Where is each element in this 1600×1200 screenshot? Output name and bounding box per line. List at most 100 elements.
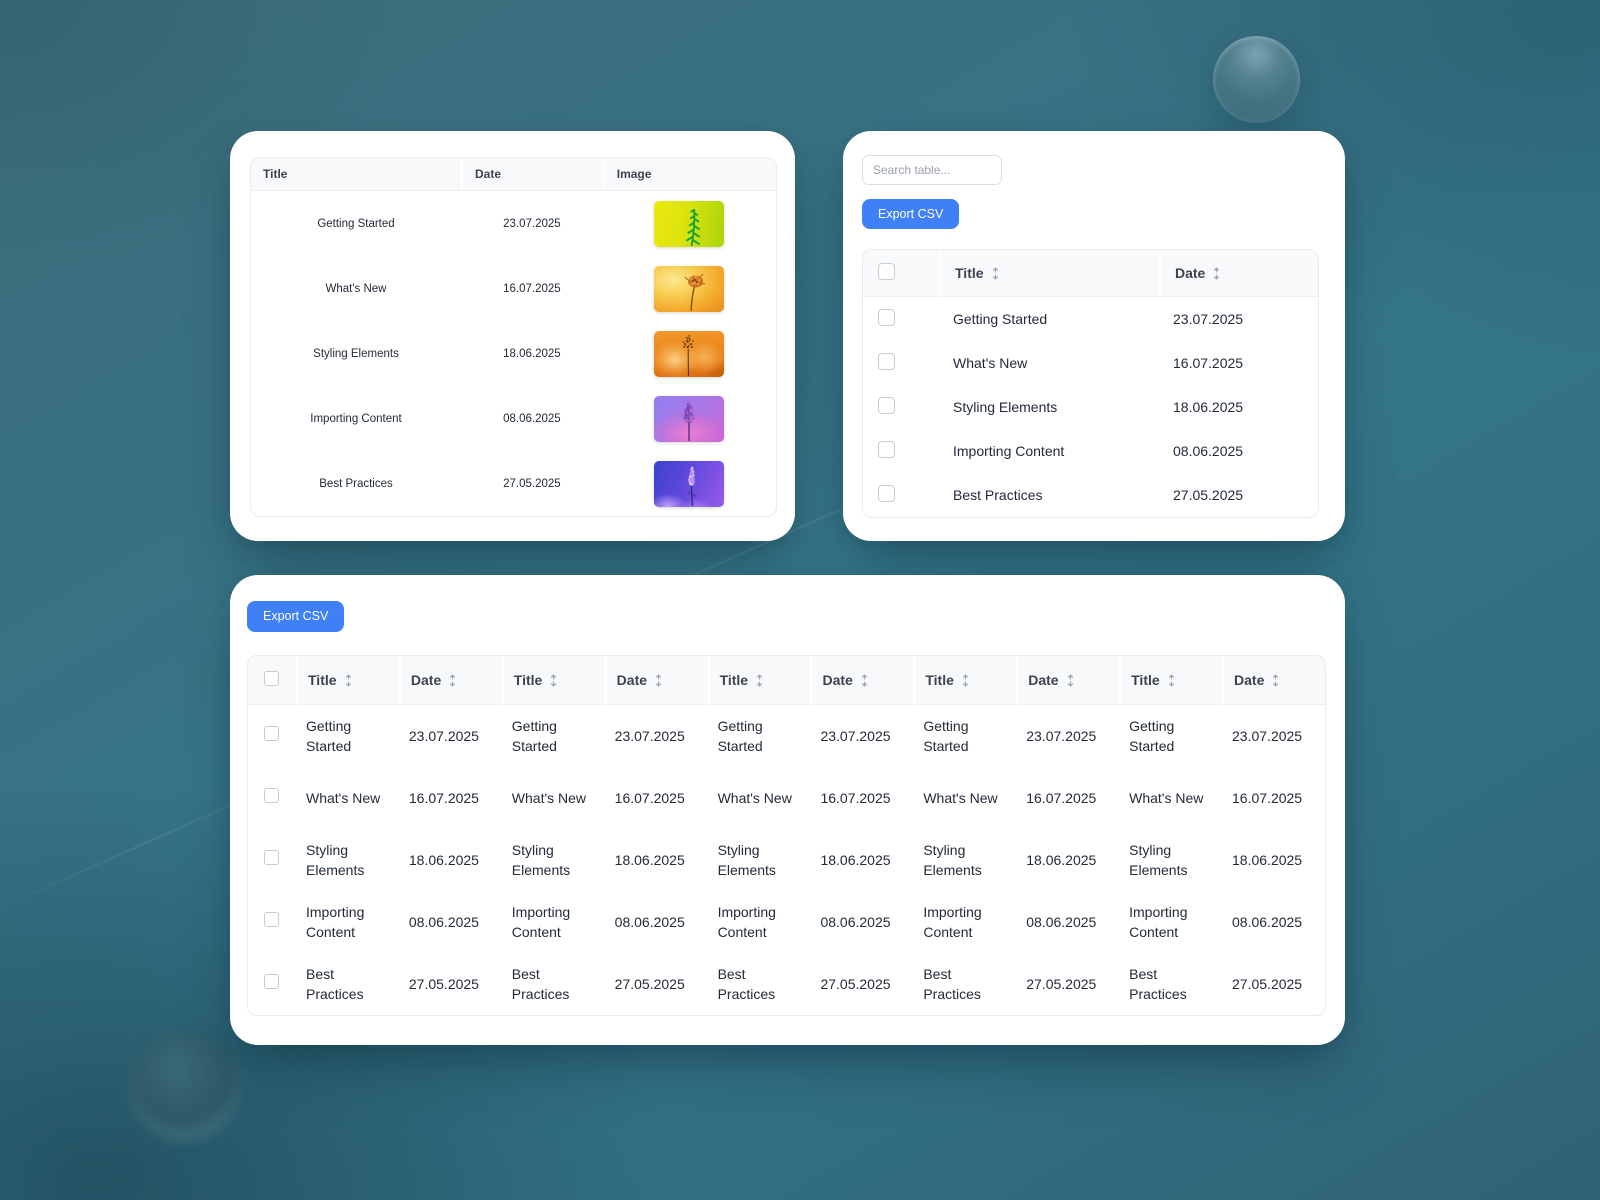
sort-icon[interactable] — [1065, 674, 1076, 687]
table-row: Best Practices 27.05.2025 — [251, 451, 776, 516]
date-cell: 27.05.2025 — [503, 477, 561, 490]
wide-table-card: Export CSV Title Date Title Date Title D… — [230, 575, 1345, 1045]
column-label: Title — [308, 672, 337, 688]
export-csv-button[interactable]: Export CSV — [862, 199, 960, 229]
date-cell: 08.06.2025 — [614, 914, 685, 930]
column-label: Date — [410, 672, 442, 688]
date-cell: 27.05.2025 — [1173, 487, 1244, 503]
row-checkbox[interactable] — [264, 912, 279, 927]
title-cell: Getting Started — [923, 718, 969, 754]
sort-icon[interactable] — [548, 674, 559, 687]
sort-icon[interactable] — [990, 267, 1001, 280]
purple-bloom-on-violet-thumbnail — [654, 395, 725, 442]
sort-icon[interactable] — [1211, 267, 1222, 280]
row-checkbox[interactable] — [264, 726, 279, 741]
column-header-title[interactable]: Title — [913, 656, 1017, 705]
column-header-image[interactable]: Image — [602, 158, 776, 191]
date-cell: 08.06.2025 — [503, 412, 561, 425]
row-checkbox[interactable] — [878, 353, 895, 370]
search-input[interactable] — [862, 155, 1002, 185]
column-header-date[interactable]: Date — [398, 656, 502, 705]
select-all-checkbox[interactable] — [264, 671, 279, 686]
title-cell: Importing Content — [310, 412, 402, 425]
title-cell: Best Practices — [319, 477, 393, 490]
column-label: Title — [925, 672, 954, 688]
column-label: Date — [1234, 672, 1265, 688]
sort-icon[interactable] — [1166, 674, 1177, 687]
image-cell — [603, 321, 776, 386]
title-cell: Styling Elements — [313, 347, 399, 360]
row-checkbox[interactable] — [878, 397, 895, 414]
title-cell: Best Practices — [1129, 966, 1187, 1002]
title-cell: Best Practices — [717, 966, 776, 1002]
row-checkbox[interactable] — [878, 485, 895, 502]
date-cell: 18.06.2025 — [820, 852, 891, 868]
title-cell: Importing Content — [511, 904, 571, 940]
column-header-title[interactable]: Title — [707, 656, 811, 705]
date-cell: 16.07.2025 — [614, 790, 685, 806]
sort-icon[interactable] — [859, 674, 870, 687]
export-csv-button[interactable]: Export CSV — [247, 601, 345, 632]
sort-icon[interactable] — [343, 674, 354, 687]
table-row: Best Practices 27.05.2025 — [863, 473, 1318, 517]
title-cell: Importing Content — [923, 904, 982, 940]
checkbox-cell — [248, 767, 296, 829]
date-cell: 08.06.2025 — [1026, 914, 1097, 930]
fern-on-lime-thumbnail — [654, 200, 725, 247]
title-cell: Best Practices — [511, 966, 570, 1002]
checkbox-cell — [863, 297, 939, 341]
date-cell: 08.06.2025 — [408, 914, 479, 930]
date-cell: 16.07.2025 — [1173, 355, 1244, 371]
sort-icon[interactable] — [653, 674, 664, 687]
column-header-title[interactable]: Title — [501, 656, 605, 705]
table-row: Best Practices 27.05.2025 Best Practices 2… — [248, 953, 1325, 1015]
row-checkbox[interactable] — [878, 441, 895, 458]
title-cell: Best Practices — [953, 487, 1043, 503]
image-cell — [603, 386, 776, 451]
title-cell: Styling Elements — [511, 842, 571, 878]
column-header-title[interactable]: Title — [1119, 656, 1223, 705]
date-cell: 16.07.2025 — [820, 790, 891, 806]
column-header-date[interactable]: Date — [604, 656, 708, 705]
title-cell: What's New — [923, 790, 998, 806]
column-header-title[interactable]: Title — [296, 656, 399, 705]
image-cell — [603, 191, 776, 256]
column-header-date[interactable]: Date — [1016, 656, 1120, 705]
decor-sphere-bottom-left — [128, 1030, 240, 1140]
row-checkbox[interactable] — [264, 850, 279, 865]
title-cell: What's New — [717, 790, 792, 806]
column-header-date[interactable]: Date — [1159, 250, 1318, 297]
column-header-title[interactable]: Title — [939, 250, 1159, 297]
date-cell: 18.06.2025 — [1026, 852, 1097, 868]
date-cell: 16.07.2025 — [1232, 790, 1303, 806]
decor-sphere-top-right — [1213, 36, 1300, 123]
table-row: Getting Started 23.07.2025 — [251, 191, 776, 256]
table-row: What's New 16.07.2025 — [251, 256, 776, 321]
date-cell: 23.07.2025 — [820, 728, 891, 744]
seed-stalk-on-orange-thumbnail — [654, 330, 725, 377]
column-header-date[interactable]: Date — [461, 158, 603, 191]
date-cell: 27.05.2025 — [1026, 976, 1097, 992]
row-checkbox[interactable] — [264, 788, 279, 803]
column-label: Title — [1131, 672, 1160, 688]
date-cell: 27.05.2025 — [1232, 976, 1303, 992]
sort-icon[interactable] — [1270, 674, 1281, 687]
date-cell: 08.06.2025 — [1232, 914, 1303, 930]
title-cell: What's New — [1129, 790, 1204, 806]
checkbox-cell — [248, 891, 296, 953]
column-header-date[interactable]: Date — [810, 656, 914, 705]
sort-icon[interactable] — [447, 674, 458, 687]
column-header-title[interactable]: Title — [251, 158, 461, 191]
row-checkbox[interactable] — [264, 974, 279, 989]
date-cell: 27.05.2025 — [820, 976, 891, 992]
select-all-checkbox[interactable] — [878, 263, 895, 280]
date-cell: 18.06.2025 — [1232, 852, 1303, 868]
title-cell: Importing Content — [306, 904, 365, 940]
row-checkbox[interactable] — [878, 309, 895, 326]
sort-icon[interactable] — [960, 674, 971, 687]
header-row: Title Date Image — [251, 158, 776, 191]
sort-icon[interactable] — [754, 674, 765, 687]
column-header-date[interactable]: Date — [1222, 656, 1325, 705]
date-cell: 23.07.2025 — [614, 728, 685, 744]
date-cell: 27.05.2025 — [614, 976, 685, 992]
